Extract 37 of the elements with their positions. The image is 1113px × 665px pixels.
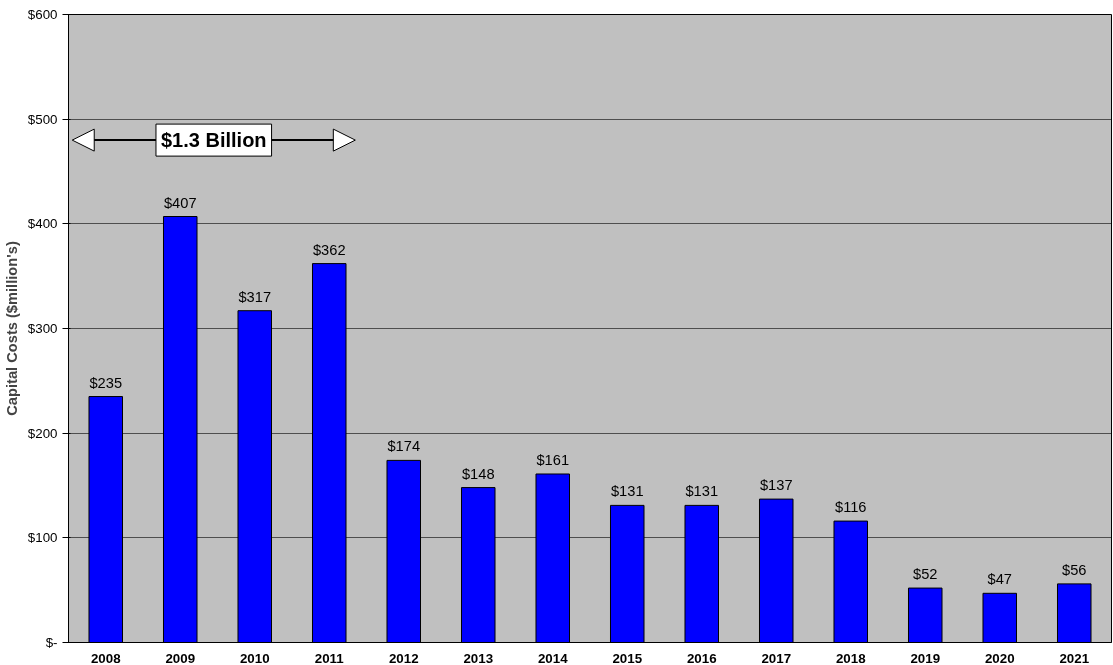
data-label: $56 — [1062, 561, 1087, 578]
x-tick-label: 2014 — [537, 650, 569, 665]
data-label: $174 — [387, 438, 421, 455]
y-tick-label: $200 — [27, 425, 58, 441]
y-tick-label: $400 — [27, 216, 58, 232]
data-label: $235 — [89, 374, 123, 391]
y-tick-label: $- — [45, 635, 58, 650]
x-tick-label: 2017 — [761, 650, 792, 665]
y-tick-label: $600 — [27, 7, 58, 22]
y-tick-label: $100 — [27, 530, 58, 546]
data-label: $131 — [610, 483, 644, 500]
data-label: $317 — [238, 288, 272, 305]
x-tick-label: 2019 — [910, 650, 941, 665]
y-axis-title: Capital Costs ($million's) — [3, 241, 20, 416]
data-label: $407 — [163, 194, 197, 211]
x-tick-label: 2018 — [835, 650, 866, 665]
x-tick-label: 2011 — [314, 650, 345, 665]
x-tick-label: 2020 — [984, 650, 1015, 665]
x-tick-label: 2015 — [612, 650, 643, 665]
data-label: $116 — [834, 499, 867, 516]
x-tick-label: 2021 — [1059, 650, 1090, 665]
x-tick-label: 2012 — [388, 650, 419, 665]
x-tick-label: 2016 — [686, 650, 717, 665]
y-tick-label: $300 — [27, 321, 58, 336]
data-label: $131 — [685, 483, 719, 500]
data-label: $52 — [913, 566, 938, 583]
data-label: $161 — [536, 451, 570, 468]
y-tick-label: $500 — [27, 111, 58, 127]
x-tick-label: 2008 — [90, 650, 121, 665]
x-tick-label: 2013 — [463, 650, 494, 665]
data-label: $362 — [312, 241, 346, 258]
data-label: $148 — [461, 465, 495, 482]
x-tick-label: 2010 — [239, 650, 270, 665]
data-label: $47 — [987, 571, 1012, 588]
annotation: $1.3 Billion — [160, 129, 267, 152]
x-tick-label: 2009 — [165, 650, 196, 665]
data-label: $137 — [759, 477, 793, 494]
